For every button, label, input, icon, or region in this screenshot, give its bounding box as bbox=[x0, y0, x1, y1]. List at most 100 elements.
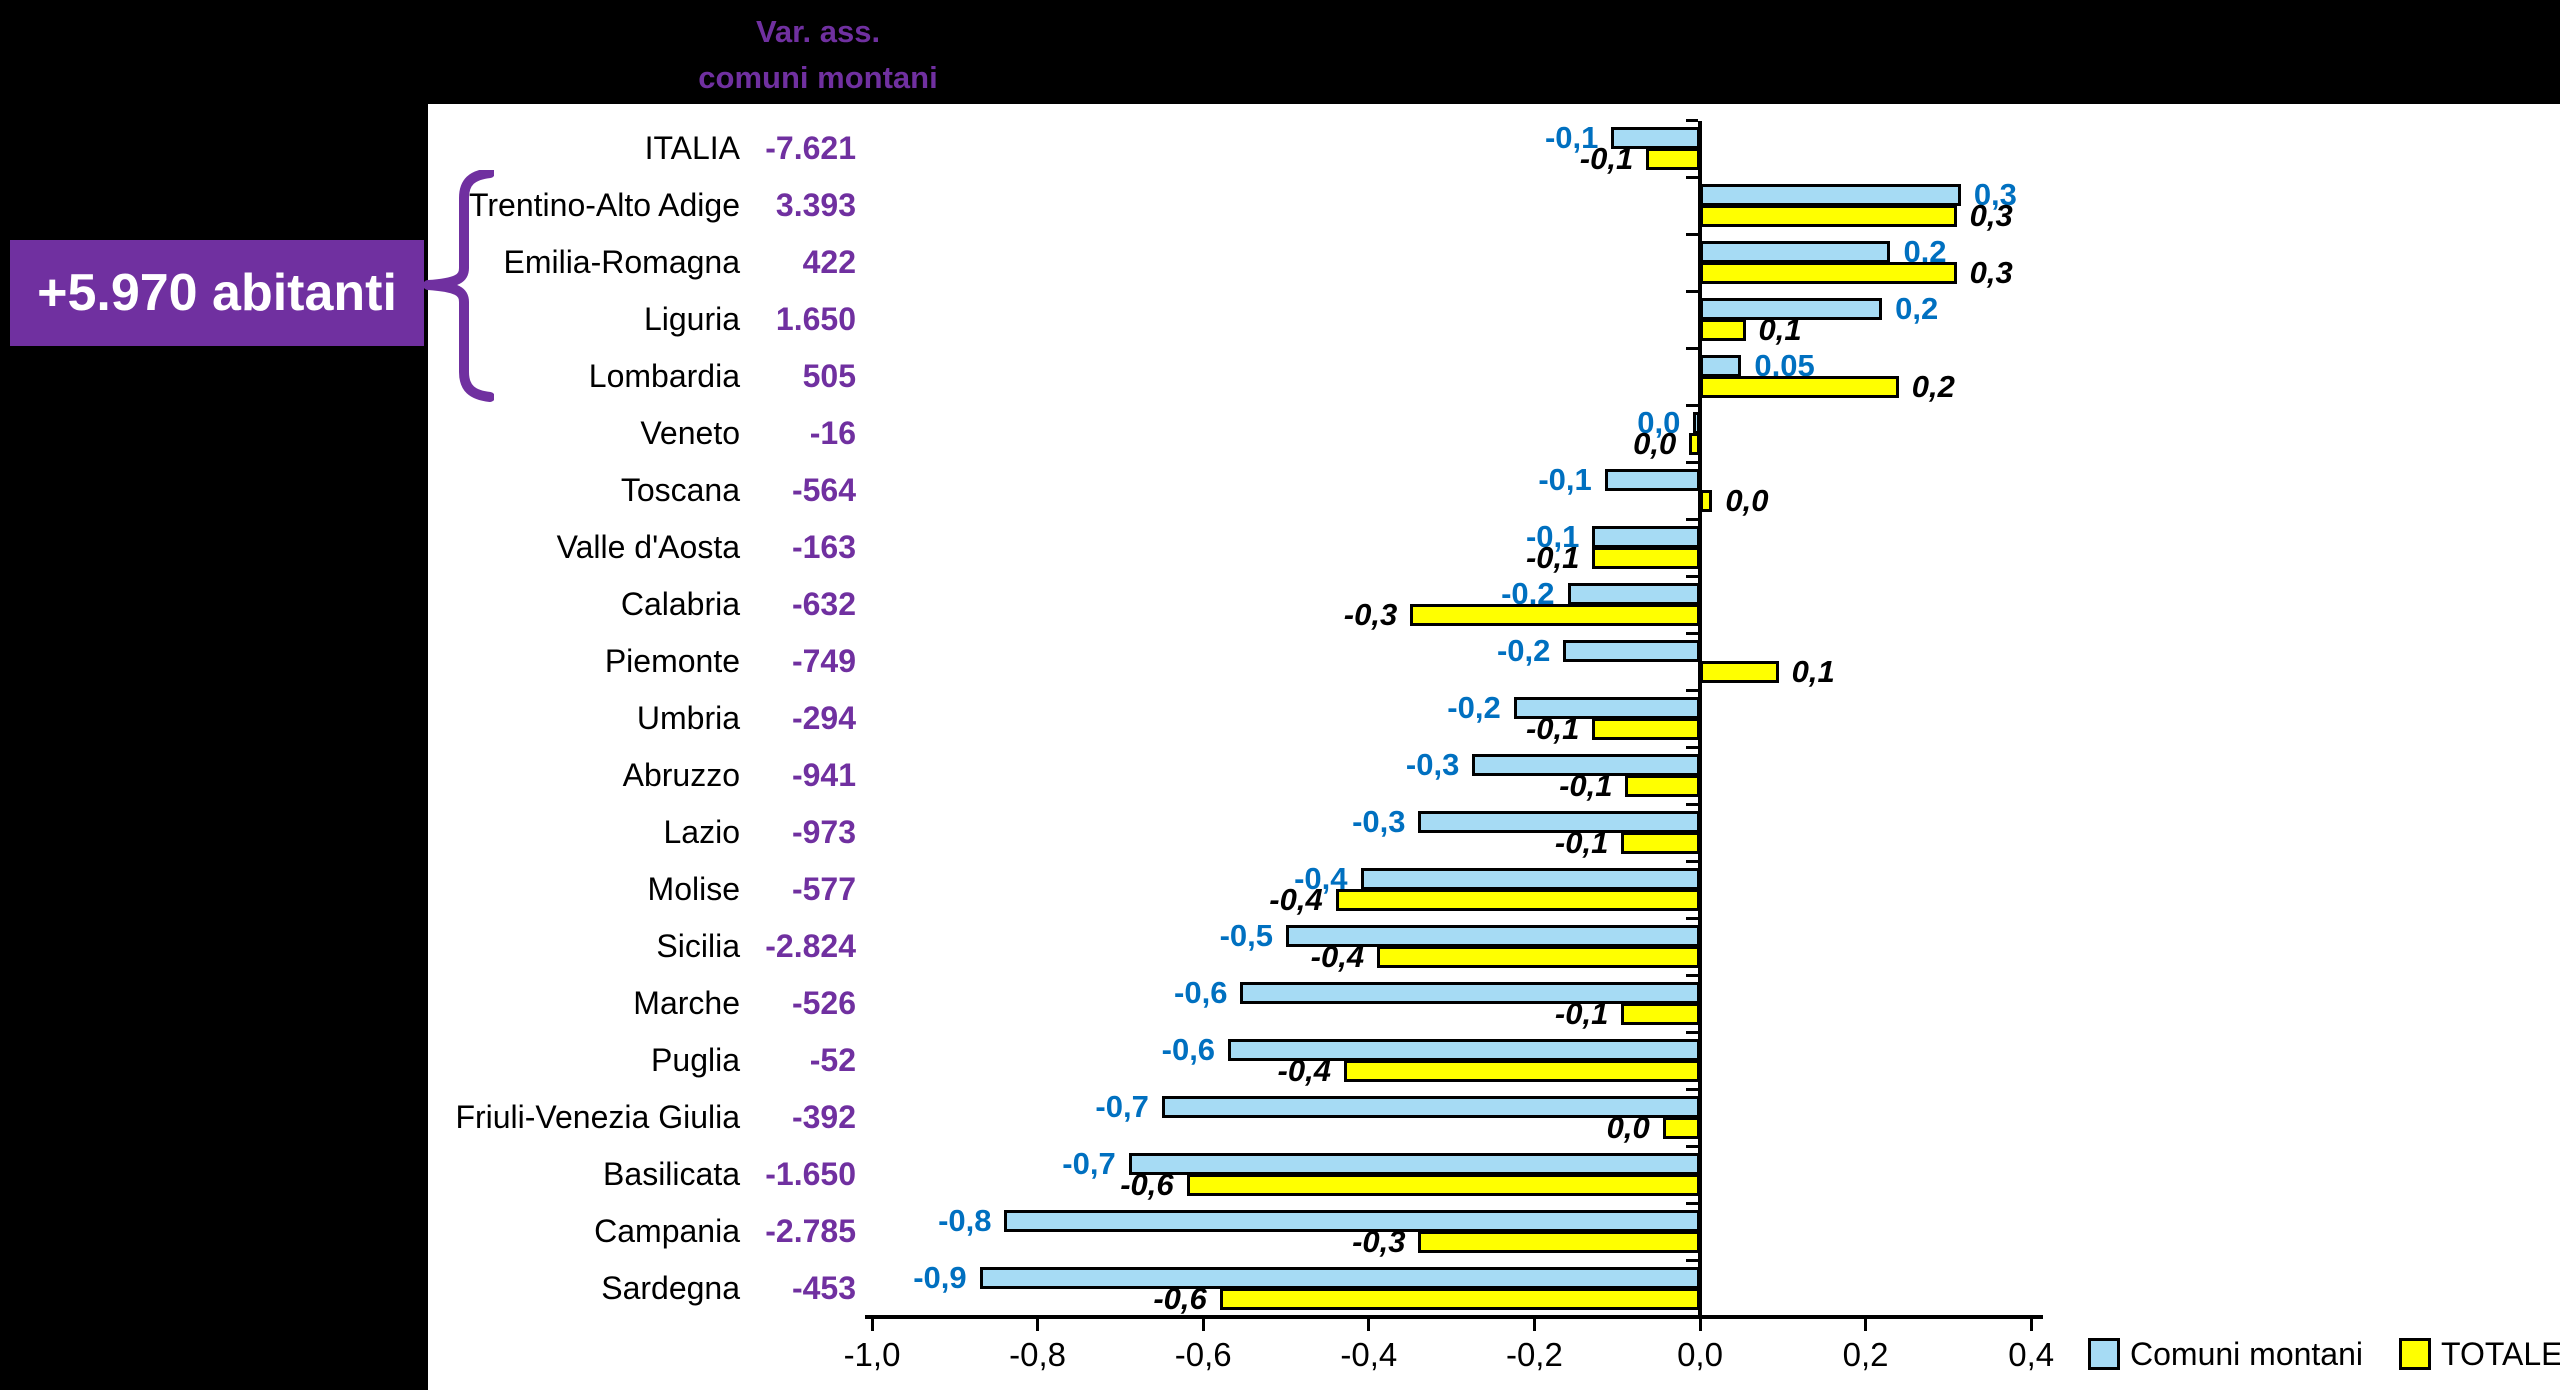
bar-label-totale: -0,1 bbox=[1554, 996, 1609, 1031]
x-axis-tick bbox=[1698, 1315, 1702, 1331]
region-value: -294 bbox=[791, 700, 856, 736]
bar-label-totale: 0,3 bbox=[1969, 255, 2013, 290]
x-axis-label: 0,0 bbox=[1677, 1336, 1723, 1373]
y-axis-tick bbox=[1686, 632, 1698, 635]
y-axis-tick bbox=[1686, 803, 1698, 806]
bar-label-comuni-montani: -0,3 bbox=[1352, 804, 1406, 839]
bar-label-totale: 0,2 bbox=[1911, 369, 1955, 404]
region-label: Trentino-Alto Adige bbox=[469, 187, 740, 223]
region-value: -2.785 bbox=[765, 1213, 856, 1249]
bar-label-totale: -0,1 bbox=[1559, 768, 1613, 803]
y-axis-tick bbox=[1686, 461, 1698, 464]
region-value: -973 bbox=[791, 814, 856, 850]
x-axis-tick bbox=[1864, 1315, 1868, 1331]
x-axis-tick bbox=[2029, 1315, 2033, 1331]
region-value: -453 bbox=[791, 1270, 856, 1306]
y-axis-tick bbox=[1686, 917, 1698, 920]
bar-totale bbox=[1646, 148, 1700, 170]
region-value: -577 bbox=[791, 871, 856, 907]
bar-totale bbox=[1219, 1288, 1700, 1310]
bar-totale bbox=[1592, 718, 1700, 740]
region-value: 3.393 bbox=[775, 187, 856, 223]
bar-label-comuni-montani: -0,7 bbox=[1062, 1146, 1116, 1181]
x-axis-label: -0,4 bbox=[1340, 1336, 1398, 1373]
bar-label-comuni-montani: -0,3 bbox=[1405, 747, 1460, 782]
bar-comuni-montani bbox=[1567, 583, 1700, 605]
bar-label-comuni-montani: -0,1 bbox=[1538, 462, 1592, 497]
bar-comuni-montani bbox=[1700, 184, 1961, 206]
x-axis-label: -0,6 bbox=[1174, 1336, 1232, 1373]
bar-comuni-montani bbox=[979, 1267, 1700, 1289]
annotation-box: +5.970 abitanti bbox=[10, 240, 424, 346]
region-label: Campania bbox=[594, 1213, 740, 1249]
region-label: Liguria bbox=[643, 301, 740, 337]
bar-label-comuni-montani: -0,1 bbox=[1525, 519, 1580, 554]
bar-label-totale: -0,1 bbox=[1525, 540, 1580, 575]
x-axis bbox=[865, 1315, 2043, 1319]
region-label: Molise bbox=[647, 871, 740, 907]
bar-label-totale: -0,4 bbox=[1269, 882, 1323, 917]
bar-totale bbox=[1621, 832, 1700, 854]
y-axis-tick bbox=[1686, 518, 1698, 521]
bar-label-comuni-montani: -0,2 bbox=[1501, 576, 1555, 611]
bar-label-comuni-montani: -0,2 bbox=[1447, 690, 1501, 725]
region-value: -7.621 bbox=[765, 130, 856, 166]
bar-totale bbox=[1700, 262, 1957, 284]
bar-label-totale: 0,0 bbox=[1725, 483, 1769, 518]
bar-totale bbox=[1700, 661, 1779, 683]
bar-totale bbox=[1662, 1117, 1700, 1139]
region-value: 422 bbox=[802, 244, 856, 280]
bar-label-totale: -0,4 bbox=[1310, 939, 1365, 974]
y-axis-tick bbox=[1686, 689, 1698, 692]
bar-totale bbox=[1343, 1060, 1700, 1082]
bar-totale bbox=[1700, 319, 1746, 341]
legend: Comuni montani TOTALE bbox=[2088, 1337, 2560, 1371]
region-value: -163 bbox=[791, 529, 856, 565]
bar-label-totale: -0,3 bbox=[1343, 597, 1398, 632]
region-label: Calabria bbox=[620, 586, 740, 622]
y-axis-tick bbox=[1686, 176, 1698, 179]
y-axis-tick bbox=[1686, 746, 1698, 749]
bar-label-totale: 0,0 bbox=[1633, 426, 1677, 461]
y-axis-tick bbox=[1686, 1145, 1698, 1148]
bar-totale bbox=[1377, 946, 1700, 968]
region-value: -941 bbox=[791, 757, 856, 793]
annotation-label: +5.970 abitanti bbox=[37, 264, 397, 322]
y-axis-tick bbox=[1686, 974, 1698, 977]
region-label: Emilia-Romagna bbox=[503, 244, 740, 280]
bar-label-totale: -0,6 bbox=[1120, 1167, 1174, 1202]
region-label: Lombardia bbox=[588, 358, 740, 394]
bar-label-totale: 0,3 bbox=[1969, 198, 2013, 233]
region-label: Sicilia bbox=[656, 928, 740, 964]
bar-label-comuni-montani: -0,8 bbox=[938, 1203, 992, 1238]
y-axis-tick bbox=[1686, 1088, 1698, 1091]
bar-comuni-montani bbox=[1592, 526, 1700, 548]
column-header-line-2: comuni montani bbox=[698, 60, 938, 95]
bar-comuni-montani bbox=[1563, 640, 1700, 662]
chart-panel bbox=[428, 104, 2560, 1390]
bar-comuni-montani bbox=[1360, 868, 1700, 890]
column-header-line-1: Var. ass. bbox=[755, 14, 881, 49]
y-axis-tick bbox=[1686, 347, 1698, 350]
bar-label-comuni-montani: -0,2 bbox=[1496, 633, 1551, 668]
bar-label-totale: 0,1 bbox=[1791, 654, 1835, 689]
region-value: -1.650 bbox=[765, 1156, 856, 1192]
region-value: -392 bbox=[791, 1099, 856, 1135]
bar-totale bbox=[1700, 205, 1957, 227]
legend-label: Comuni montani bbox=[2130, 1336, 2363, 1372]
bar-totale bbox=[1621, 1003, 1700, 1025]
bar-comuni-montani bbox=[1240, 982, 1700, 1004]
y-axis-tick bbox=[1686, 575, 1698, 578]
region-label: Abruzzo bbox=[622, 757, 740, 793]
bar-totale bbox=[1592, 547, 1700, 569]
bar-label-comuni-montani: 0,05 bbox=[1754, 348, 1815, 383]
region-value: 1.650 bbox=[775, 301, 856, 337]
region-value: -632 bbox=[791, 586, 856, 622]
bar-label-totale: -0,1 bbox=[1579, 141, 1634, 176]
legend-swatch-icon bbox=[2399, 1338, 2431, 1370]
x-axis-tick bbox=[1532, 1315, 1536, 1331]
bar-label-comuni-montani: -0,5 bbox=[1219, 918, 1273, 953]
region-value: -2.824 bbox=[765, 928, 856, 964]
region-value: -52 bbox=[809, 1042, 856, 1078]
x-axis-tick bbox=[1201, 1315, 1205, 1331]
